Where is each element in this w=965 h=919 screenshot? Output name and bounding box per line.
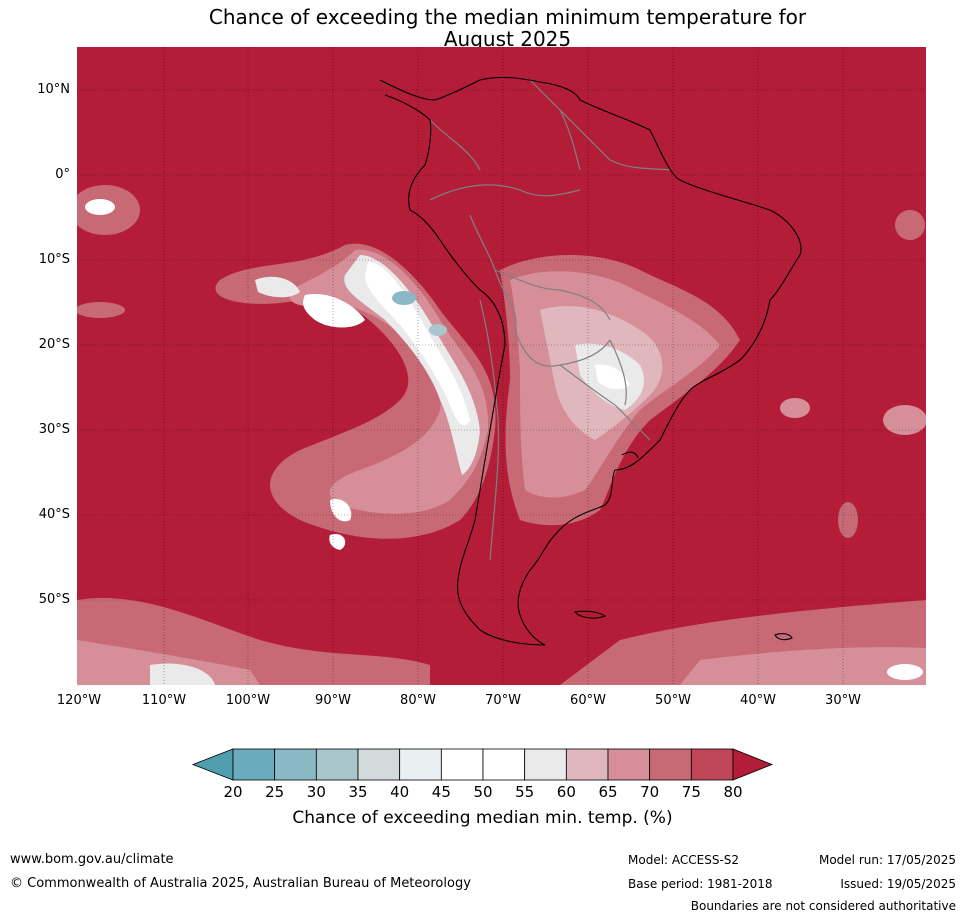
lon-label-50w: 50°W <box>655 693 691 708</box>
coastline <box>379 76 802 646</box>
lon-label-60w: 60°W <box>570 693 606 708</box>
lon-label-110w: 110°W <box>141 693 187 708</box>
pacific-plume-35 <box>429 324 447 336</box>
map-title-line2: August 2025 <box>443 27 572 51</box>
colorbar-tick-label: 70 <box>640 783 660 801</box>
colorbar-tick-label: 50 <box>473 783 493 801</box>
footer-copyright: © Commonwealth of Australia 2025, Austra… <box>10 876 471 891</box>
colorbar-tick-label: 45 <box>431 783 451 801</box>
lat-label-10s: 10°S <box>38 252 70 267</box>
colorbar-title: Chance of exceeding median min. temp. (%… <box>292 808 673 828</box>
footer-model-run: Model run: 17/05/2025 <box>818 853 956 867</box>
southern-patch-50 <box>887 664 923 680</box>
colorbar-tick-label: 75 <box>681 783 701 801</box>
colorbar-tick-label: 65 <box>598 783 618 801</box>
lon-label-70w: 70°W <box>485 693 521 708</box>
lat-label-0: 0° <box>55 167 70 182</box>
atlantic-patch-south <box>838 502 858 538</box>
lon-label-120w: 120°W <box>56 693 102 708</box>
colorbar-tick-label: 80 <box>723 783 743 801</box>
colorbar-segment <box>649 748 692 781</box>
map-title-line1: Chance of exceeding the median minimum t… <box>208 5 807 29</box>
atlantic-patch-north <box>895 210 925 240</box>
pacific-plume-50 <box>365 262 470 426</box>
interior-band-50 <box>595 364 630 390</box>
pacific-plume-55 <box>344 255 480 475</box>
pacific-patch-west-50 <box>303 294 365 328</box>
lon-label-80w: 80°W <box>400 693 436 708</box>
southern-band-65-east <box>680 647 926 685</box>
pacific-plume-30 <box>392 291 416 305</box>
pacific-patch-south-50 <box>330 499 352 522</box>
lat-label-10n: 10°N <box>37 82 70 97</box>
graticule <box>77 47 926 685</box>
colorbar-segment <box>482 748 526 781</box>
footer-disclaimer: Boundaries are not considered authoritat… <box>690 899 956 913</box>
colorbar-tick-label: 20 <box>223 783 243 801</box>
colorbar-extend-high <box>732 748 774 781</box>
footer-base-period: Base period: 1981-2018 <box>628 877 773 891</box>
lat-label-30s: 30°S <box>38 422 70 437</box>
lon-label-30w: 30°W <box>825 693 861 708</box>
footer-model: Model: ACCESS-S2 <box>628 853 740 867</box>
atlantic-patch-east <box>883 405 926 435</box>
colorbar-segment <box>607 748 651 781</box>
southern-band-55 <box>150 663 215 685</box>
colorbar-extend-low <box>191 748 234 781</box>
colorbar-segment <box>565 748 609 781</box>
pacific-patch-50 <box>85 199 115 215</box>
southern-band-65 <box>77 640 260 685</box>
colorbar-segment <box>357 748 401 781</box>
pacific-patch-west-55 <box>255 276 300 298</box>
colorbar-segment <box>690 748 734 781</box>
colorbar-segment <box>232 748 276 781</box>
colorbar-tick-label: 40 <box>390 783 410 801</box>
pacific-patch-small <box>77 302 125 318</box>
colorbar-segment <box>399 748 442 781</box>
lat-label-20s: 20°S <box>38 337 70 352</box>
lon-label-100w: 100°W <box>225 693 271 708</box>
colorbar-tick-label: 60 <box>556 783 576 801</box>
footer-website: www.bom.gov.au/climate <box>10 852 174 867</box>
colorbar-tick-label: 25 <box>265 783 285 801</box>
lon-label-90w: 90°W <box>315 693 351 708</box>
colorbar-segment <box>274 748 317 781</box>
lon-label-40w: 40°W <box>740 693 776 708</box>
colorbar-tick-label: 55 <box>515 783 535 801</box>
colorbar-segment <box>315 748 359 781</box>
colorbar-segment <box>524 748 567 781</box>
lat-label-40s: 40°S <box>38 507 70 522</box>
colorbar-segment <box>440 748 484 781</box>
lat-label-50s: 50°S <box>38 592 70 607</box>
colorbar-tick-label: 30 <box>306 783 326 801</box>
pacific-plume-65 <box>289 249 489 514</box>
country-borders <box>429 79 671 561</box>
footer-issued: Issued: 19/05/2025 <box>840 877 956 891</box>
colorbar-tick-label: 35 <box>348 783 368 801</box>
atlantic-patch-mid <box>780 398 810 418</box>
